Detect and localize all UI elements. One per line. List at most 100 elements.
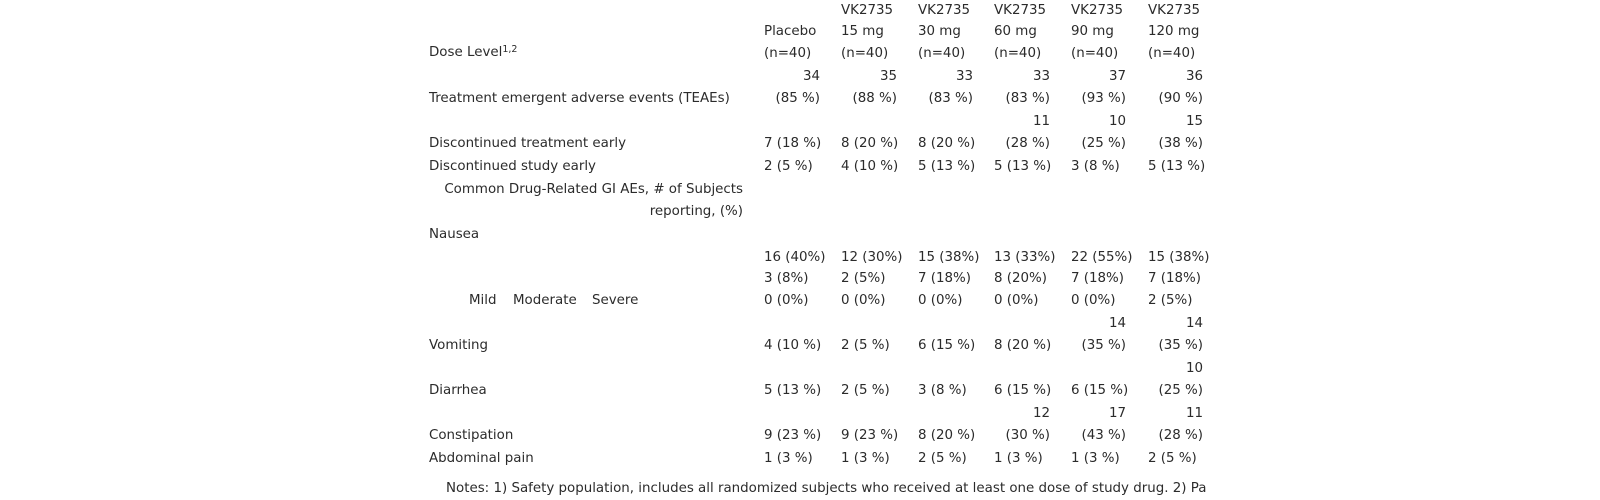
nausea-mild-120mg: 15 (38%) <box>1148 250 1210 265</box>
table-notes: Notes: 1) Safety population, includes al… <box>446 481 1206 496</box>
row-label-nausea: Nausea <box>429 227 480 242</box>
constipation-60mg-count: 12 <box>1032 406 1050 421</box>
vomiting-90mg-pct: (35 %) <box>1081 338 1126 353</box>
disc-study-90mg: 3 (8 %) <box>1071 159 1120 174</box>
col-30mg-dose: 30 mg <box>918 24 961 39</box>
constipation-15mg: 9 (23 %) <box>841 428 899 443</box>
nausea-severe-120mg: 2 (5%) <box>1148 293 1193 308</box>
diarrhea-60mg: 6 (15 %) <box>994 383 1052 398</box>
nausea-mild-60mg: 13 (33%) <box>994 250 1056 265</box>
teae-30mg-count: 33 <box>955 69 973 84</box>
vomiting-90mg-count: 14 <box>1108 316 1126 331</box>
disc-study-30mg: 5 (13 %) <box>918 159 976 174</box>
disc-study-60mg: 5 (13 %) <box>994 159 1052 174</box>
vomiting-placebo: 4 (10 %) <box>764 338 822 353</box>
col-120mg-drug: VK2735 <box>1148 3 1201 18</box>
col-120mg-dose: 120 mg <box>1148 24 1200 39</box>
nausea-moderate-placebo: 3 (8%) <box>764 271 809 286</box>
disc-treatment-60mg-pct: (28 %) <box>1005 136 1050 151</box>
col-30mg-n: (n=40) <box>918 46 966 61</box>
col-15mg-dose: 15 mg <box>841 24 884 39</box>
nausea-moderate-15mg: 2 (5%) <box>841 271 886 286</box>
dose-level-superscript: 1,2 <box>502 44 518 55</box>
disc-study-15mg: 4 (10 %) <box>841 159 899 174</box>
col-60mg-drug: VK2735 <box>994 3 1047 18</box>
diarrhea-15mg: 2 (5 %) <box>841 383 890 398</box>
row-label-disc-study: Discontinued study early <box>429 159 596 174</box>
nausea-severe-60mg: 0 (0%) <box>994 293 1039 308</box>
row-label-diarrhea: Diarrhea <box>429 383 487 398</box>
disc-treatment-60mg-count: 11 <box>1032 114 1050 129</box>
col-60mg-n: (n=40) <box>994 46 1042 61</box>
col-placebo-name: Placebo <box>764 24 817 39</box>
abdominal-pain-60mg: 1 (3 %) <box>994 451 1043 466</box>
constipation-30mg: 8 (20 %) <box>918 428 976 443</box>
teae-30mg-pct: (83 %) <box>928 91 973 106</box>
abdominal-pain-15mg: 1 (3 %) <box>841 451 890 466</box>
gi-section-header-line1: Common Drug-Related GI AEs, # of Subject… <box>444 182 743 197</box>
nausea-sublabel-moderate: Moderate <box>513 293 577 308</box>
disc-study-placebo: 2 (5 %) <box>764 159 813 174</box>
nausea-mild-90mg: 22 (55%) <box>1071 250 1133 265</box>
col-120mg-n: (n=40) <box>1148 46 1196 61</box>
teae-60mg-count: 33 <box>1032 69 1050 84</box>
teae-120mg-count: 36 <box>1185 69 1203 84</box>
nausea-moderate-60mg: 8 (20%) <box>994 271 1047 286</box>
teae-90mg-count: 37 <box>1108 69 1126 84</box>
disc-treatment-90mg-count: 10 <box>1108 114 1126 129</box>
disc-treatment-30mg: 8 (20 %) <box>918 136 976 151</box>
nausea-severe-15mg: 0 (0%) <box>841 293 886 308</box>
gi-section-header-line2: reporting, (%) <box>649 204 743 219</box>
constipation-90mg-count: 17 <box>1108 406 1126 421</box>
abdominal-pain-90mg: 1 (3 %) <box>1071 451 1120 466</box>
col-90mg-drug: VK2735 <box>1071 3 1124 18</box>
nausea-mild-30mg: 15 (38%) <box>918 250 980 265</box>
constipation-60mg-pct: (30 %) <box>1005 428 1050 443</box>
diarrhea-30mg: 3 (8 %) <box>918 383 967 398</box>
disc-treatment-15mg: 8 (20 %) <box>841 136 899 151</box>
nausea-mild-15mg: 12 (30%) <box>841 250 903 265</box>
dose-level-label: Dose Level <box>429 45 503 60</box>
teae-90mg-pct: (93 %) <box>1081 91 1126 106</box>
teae-placebo-count: 34 <box>802 69 820 84</box>
nausea-moderate-120mg: 7 (18%) <box>1148 271 1201 286</box>
constipation-120mg-pct: (28 %) <box>1158 428 1203 443</box>
disc-treatment-90mg-pct: (25 %) <box>1081 136 1126 151</box>
nausea-severe-90mg: 0 (0%) <box>1071 293 1116 308</box>
row-label-vomiting: Vomiting <box>429 338 489 353</box>
constipation-120mg-count: 11 <box>1185 406 1203 421</box>
diarrhea-placebo: 5 (13 %) <box>764 383 822 398</box>
abdominal-pain-30mg: 2 (5 %) <box>918 451 967 466</box>
vomiting-15mg: 2 (5 %) <box>841 338 890 353</box>
disc-study-120mg: 5 (13 %) <box>1148 159 1206 174</box>
disc-treatment-120mg-pct: (38 %) <box>1158 136 1203 151</box>
nausea-moderate-30mg: 7 (18%) <box>918 271 971 286</box>
col-15mg-n: (n=40) <box>841 46 889 61</box>
nausea-sublabel-severe: Severe <box>592 293 639 308</box>
constipation-placebo: 9 (23 %) <box>764 428 822 443</box>
col-60mg-dose: 60 mg <box>994 24 1037 39</box>
nausea-moderate-90mg: 7 (18%) <box>1071 271 1124 286</box>
teae-15mg-pct: (88 %) <box>852 91 897 106</box>
col-90mg-dose: 90 mg <box>1071 24 1114 39</box>
diarrhea-90mg: 6 (15 %) <box>1071 383 1129 398</box>
row-label-constipation: Constipation <box>429 428 514 443</box>
disc-treatment-120mg-count: 15 <box>1185 114 1203 129</box>
diarrhea-120mg-count: 10 <box>1185 361 1203 376</box>
col-placebo-n: (n=40) <box>764 46 812 61</box>
teae-120mg-pct: (90 %) <box>1158 91 1203 106</box>
teae-placebo-pct: (85 %) <box>775 91 820 106</box>
nausea-severe-30mg: 0 (0%) <box>918 293 963 308</box>
col-30mg-drug: VK2735 <box>918 3 971 18</box>
col-90mg-n: (n=40) <box>1071 46 1119 61</box>
vomiting-60mg: 8 (20 %) <box>994 338 1052 353</box>
row-label-disc-treatment: Discontinued treatment early <box>429 136 627 151</box>
vomiting-120mg-count: 14 <box>1185 316 1203 331</box>
row-label-abdominal-pain: Abdominal pain <box>429 451 534 466</box>
diarrhea-120mg-pct: (25 %) <box>1158 383 1203 398</box>
nausea-sublabel-mild: Mild <box>469 293 497 308</box>
disc-treatment-placebo: 7 (18 %) <box>764 136 822 151</box>
nausea-severe-placebo: 0 (0%) <box>764 293 809 308</box>
constipation-90mg-pct: (43 %) <box>1081 428 1126 443</box>
vomiting-120mg-pct: (35 %) <box>1158 338 1203 353</box>
